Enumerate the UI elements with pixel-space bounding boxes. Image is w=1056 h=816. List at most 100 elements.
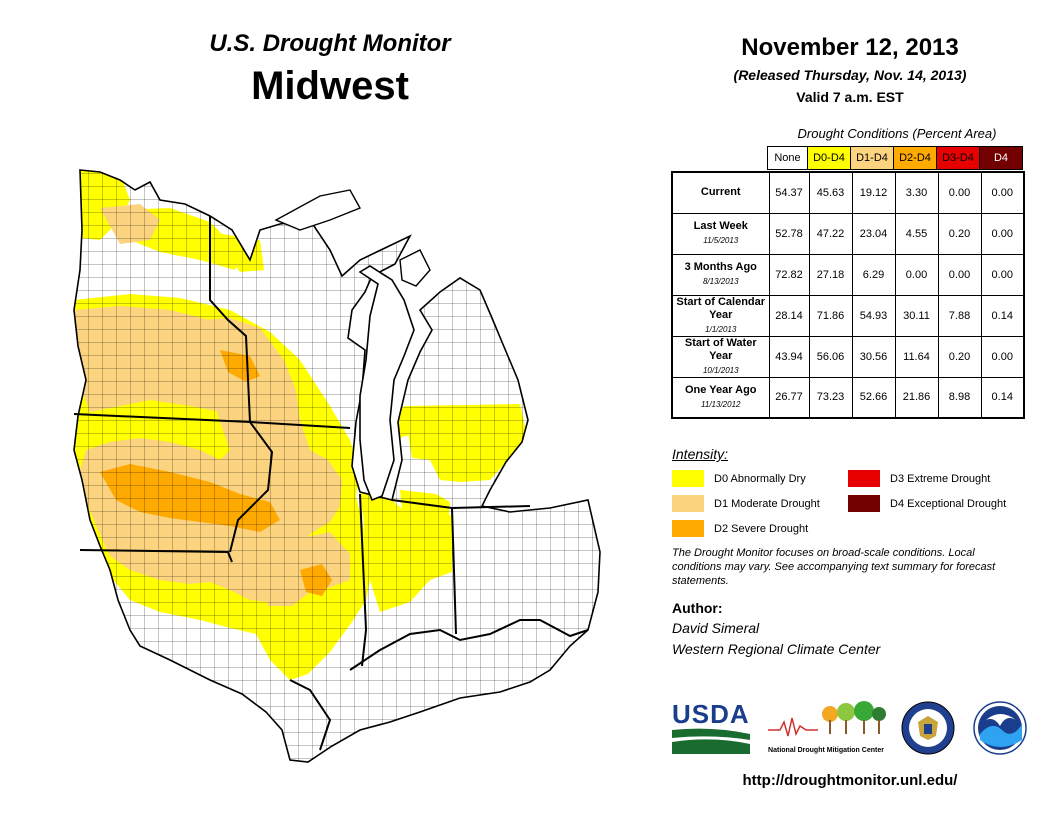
table-row: Last Week 11/5/2013 52.78 47.22 23.04 4.55 0.2… [671,212,1025,255]
table-row: Start of Water Year 10/1/2013 43.94 56.06 30… [671,335,1025,378]
row-label-cell: Start of Water Year 10/1/2013 [671,335,770,378]
map-title: Midwest [251,64,409,108]
value-cell: 28.14 [768,294,810,337]
value-cell: 0.00 [894,253,939,296]
value-cell: 45.63 [808,171,853,214]
value-cell: 71.86 [808,294,853,337]
value-cell: 27.18 [808,253,853,296]
lake-michigan [358,265,415,502]
column-header: D1-D4 [851,146,894,170]
ndmc-trees-icon [768,701,886,737]
value-cell: 0.00 [937,171,982,214]
column-header: D3-D4 [937,146,980,170]
value-cell: 52.66 [851,376,896,419]
legend-item: D4 Exceptional Drought [848,495,1006,512]
value-cell: 19.12 [851,171,896,214]
value-cell: 0.14 [980,376,1025,419]
value-cell: 0.20 [937,212,982,255]
drought-map [73,169,601,763]
row-label: Start of Calendar Year [676,295,766,321]
usda-field-icon [672,728,750,754]
legend-swatch [848,495,880,512]
author-org: Western Regional Climate Center [672,641,881,657]
value-cell: 8.98 [937,376,982,419]
row-label: Current [700,186,741,199]
row-label-cell: Last Week 11/5/2013 [671,212,770,255]
value-cell: 43.94 [768,335,810,378]
row-date: 1/1/2013 [705,324,737,334]
row-date: 11/13/2012 [701,399,741,409]
value-cell: 0.00 [980,335,1025,378]
drought-table: Current 54.37 45.63 19.12 3.30 0.00 0.00 Last W… [671,171,1025,419]
row-label: Last Week [693,220,748,232]
value-cell: 72.82 [768,253,810,296]
table-caption: Drought Conditions (Percent Area) [797,126,997,141]
value-cell: 3.30 [894,171,939,214]
row-label: One Year Ago [684,383,757,396]
legend-swatch [672,520,704,537]
value-cell: 4.55 [894,212,939,255]
row-label-cell: One Year Ago 11/13/2012 [671,376,770,419]
value-cell: 30.11 [894,294,939,337]
row-label: 3 Months Ago [684,261,757,273]
value-cell: 21.86 [894,376,939,419]
legend-swatch [672,495,704,512]
value-cell: 23.04 [851,212,896,255]
legend-title: Intensity: [672,446,729,462]
value-cell: 52.78 [768,212,810,255]
column-header: D4 [980,146,1023,170]
release-date: (Released Thursday, Nov. 14, 2013) [733,67,967,83]
value-cell: 0.00 [937,253,982,296]
value-cell: 0.00 [980,253,1025,296]
table-header: None D0-D4 D1-D4 D2-D4 D3-D4 D4 [767,146,1023,170]
usda-logo: USDA [672,700,752,756]
value-cell: 73.23 [808,376,853,419]
disclaimer-note: The Drought Monitor focuses on broad-sca… [672,547,996,587]
table-row: One Year Ago 11/13/2012 26.77 73.23 52.66 21.… [671,376,1025,419]
value-cell: 0.20 [937,335,982,378]
usda-logo-text: USDA [672,699,750,729]
lake-superior [274,189,361,231]
legend-label: D0 Abnormally Dry [714,472,806,485]
value-cell: 0.14 [980,294,1025,337]
value-cell: 0.00 [980,171,1025,214]
value-cell: 47.22 [808,212,853,255]
value-cell: 56.06 [808,335,853,378]
valid-time: Valid 7 a.m. EST [796,89,904,105]
legend-item: D0 Abnormally Dry [672,470,806,487]
row-date: 10/1/2013 [702,365,739,375]
legend-item: D3 Extreme Drought [848,470,990,487]
value-cell: 54.37 [768,171,810,214]
doc-seal-icon [901,701,955,755]
table-row: Start of Calendar Year 1/1/2013 28.14 71.86… [671,294,1025,337]
row-label: Start of Water Year [684,336,757,362]
row-label-cell: 3 Months Ago 8/13/2013 [671,253,770,296]
row-date: 8/13/2013 [702,277,739,286]
value-cell: 6.29 [851,253,896,296]
row-label-cell: Start of Calendar Year 1/1/2013 [671,294,770,337]
state-borders [73,216,589,751]
map-date: November 12, 2013 [741,34,959,61]
legend-label: D1 Moderate Drought [714,497,820,510]
legend-swatch [848,470,880,487]
column-header: D2-D4 [894,146,937,170]
legend-swatch [672,470,704,487]
noaa-seal-icon [973,701,1027,755]
value-cell: 54.93 [851,294,896,337]
value-cell: 0.00 [980,212,1025,255]
legend-label: D4 Exceptional Drought [890,497,1007,510]
legend-item: D1 Moderate Drought [672,495,820,512]
value-cell: 26.77 [768,376,810,419]
source-url[interactable]: http://droughtmonitor.unl.edu/ [742,772,958,789]
column-header: None [767,146,808,170]
legend-label: D2 Severe Drought [714,522,809,535]
author-label: Author: [672,600,723,616]
legend-label: D3 Extreme Drought [890,472,991,485]
value-cell: 7.88 [937,294,982,337]
table-row: 3 Months Ago 8/13/2013 72.82 27.18 6.29 0.00 0… [671,253,1025,296]
author-name: David Simeral [672,620,760,636]
ndmc-logo-text: National Drought Mitigation Center [768,747,884,754]
value-cell: 30.56 [851,335,896,378]
row-label-cell: Current [671,171,770,214]
column-header: D0-D4 [808,146,851,170]
